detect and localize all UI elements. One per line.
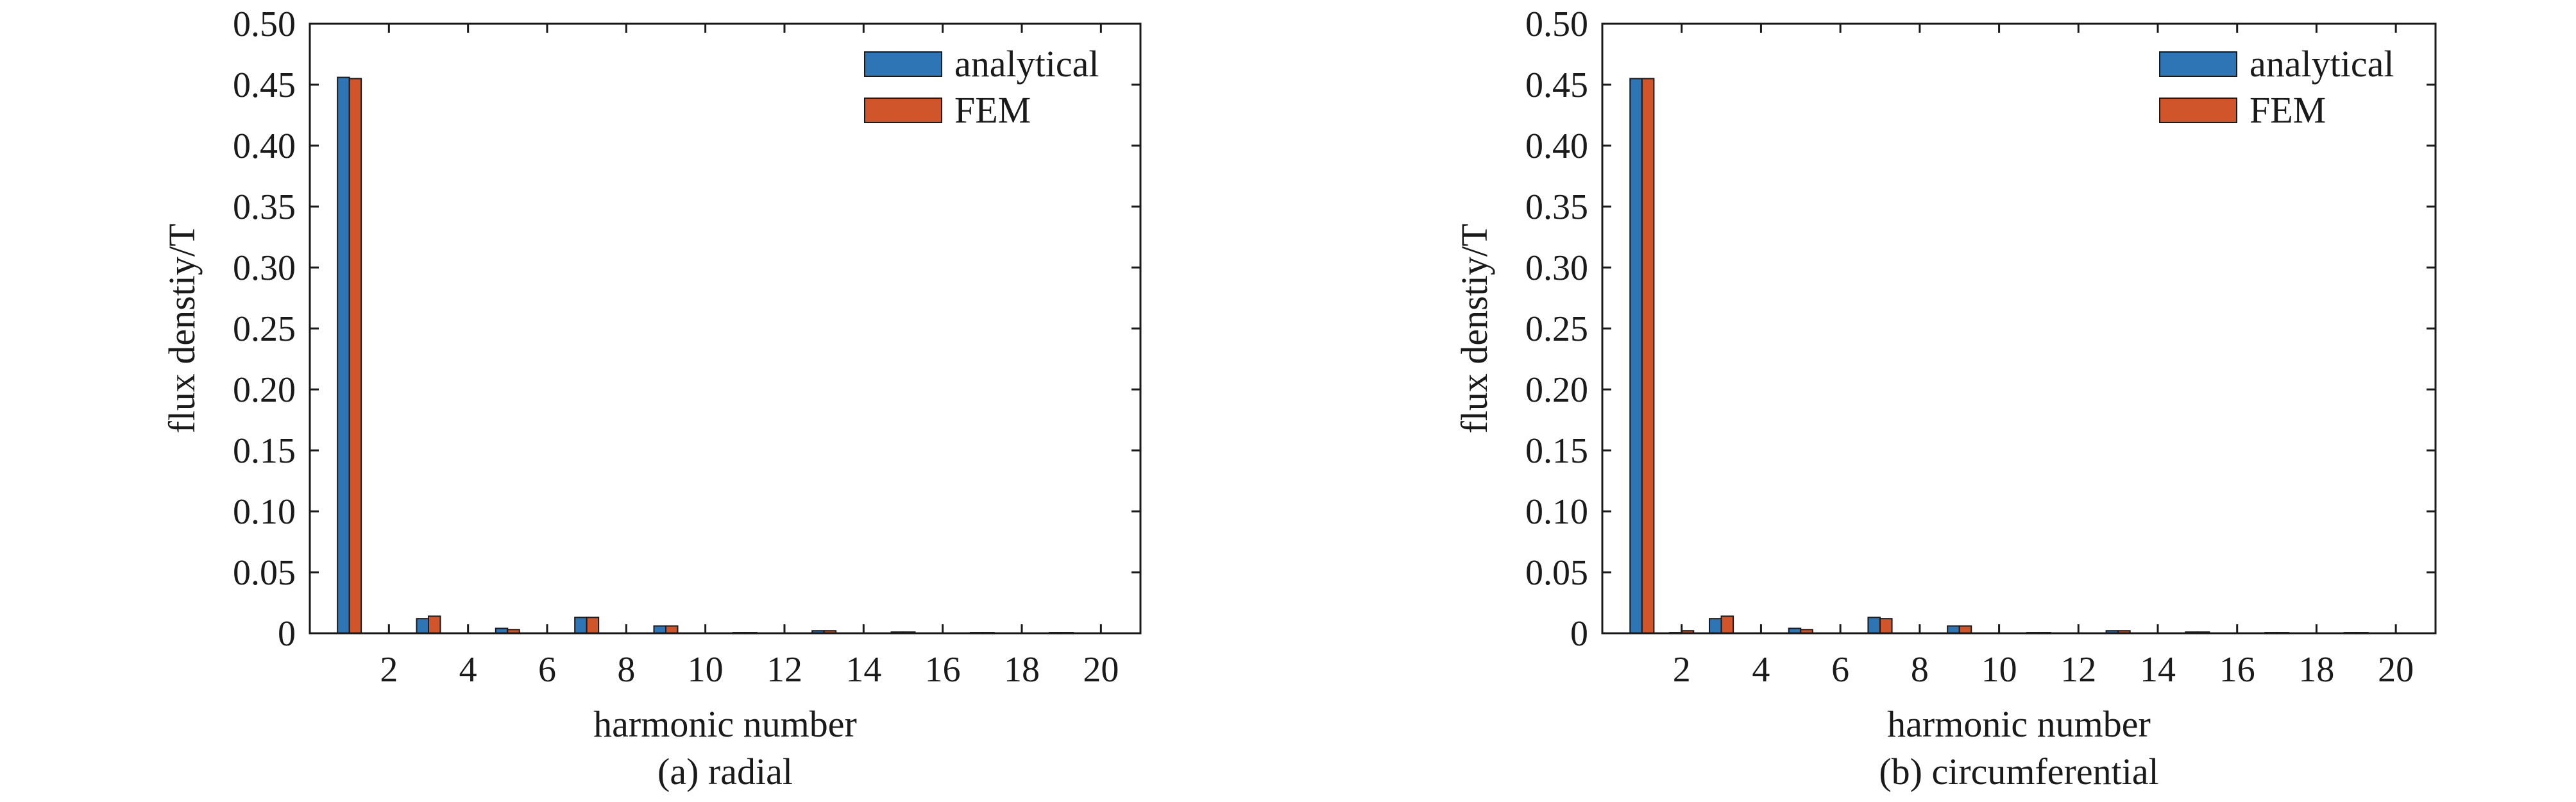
x-tick-label: 20 bbox=[2378, 650, 2414, 690]
y-axis-title: flux denstiy/T bbox=[1453, 223, 1495, 433]
y-tick-label: 0.20 bbox=[1525, 370, 1588, 410]
y-tick-label: 0.25 bbox=[233, 309, 296, 349]
x-tick-label: 6 bbox=[538, 650, 556, 690]
bar-analytical-h9 bbox=[1947, 625, 1960, 634]
x-tick-label: 2 bbox=[1673, 650, 1691, 690]
x-tick-label: 18 bbox=[2298, 650, 2334, 690]
legend-swatch-analytical bbox=[864, 51, 942, 77]
y-tick-label: 0.40 bbox=[233, 126, 296, 166]
y-axis: 0 0.05 0.10 0.15 0.20 0.25 0.30 0.35 0.40 0.45 0.5… bbox=[1525, 4, 2436, 654]
x-tick-label: 16 bbox=[925, 650, 961, 690]
x-tick-label: 8 bbox=[617, 650, 635, 690]
y-tick-label: 0.50 bbox=[1525, 4, 1588, 44]
bars bbox=[1629, 78, 2369, 635]
y-axis: 0 0.05 0.10 0.15 0.20 0.25 0.30 0.35 0.40 0.45 0.5… bbox=[233, 4, 1140, 654]
y-tick-label: 0.30 bbox=[1525, 248, 1588, 288]
x-tick-label: 4 bbox=[1752, 650, 1770, 690]
bar-fem-h7 bbox=[1879, 618, 1893, 635]
x-tick-label: 8 bbox=[1911, 650, 1929, 690]
chart-caption: (b) circumferential bbox=[1879, 751, 2158, 792]
legend-label-analytical: analytical bbox=[954, 43, 1099, 85]
y-tick-label: 0.35 bbox=[1525, 187, 1588, 227]
x-tick-label: 2 bbox=[380, 650, 398, 690]
y-tick-label: 0.45 bbox=[233, 65, 296, 105]
y-tick-label: 0 bbox=[1570, 614, 1588, 654]
y-tick-label: 0 bbox=[278, 614, 296, 654]
legend-label-fem: FEM bbox=[954, 89, 1031, 131]
x-axis-title: harmonic number bbox=[593, 703, 857, 745]
x-tick-label: 12 bbox=[767, 650, 802, 690]
x-tick-label: 10 bbox=[1981, 650, 2017, 690]
bar-analytical-h3 bbox=[1709, 618, 1722, 635]
y-tick-label: 0.30 bbox=[233, 248, 296, 288]
bar-fem-h3 bbox=[428, 615, 441, 635]
legend-swatch-fem bbox=[864, 98, 942, 123]
legend-label-analytical: analytical bbox=[2250, 43, 2394, 85]
bar-fem-h1 bbox=[348, 78, 362, 634]
bar-analytical-h3 bbox=[416, 618, 429, 635]
bar-analytical-h9 bbox=[653, 625, 666, 634]
y-tick-label: 0.05 bbox=[1525, 553, 1588, 593]
x-axis: 2 4 6 8 10 12 14 16 18 20 bbox=[380, 24, 1119, 690]
x-tick-label: 20 bbox=[1083, 650, 1119, 690]
y-tick-label: 0.45 bbox=[1525, 65, 1588, 105]
bar-analytical-h7 bbox=[1867, 617, 1881, 634]
bar-analytical-h1 bbox=[337, 76, 350, 635]
bar-analytical-h1 bbox=[1629, 78, 1643, 634]
y-tick-label: 0.10 bbox=[1525, 492, 1588, 532]
x-tick-label: 12 bbox=[2060, 650, 2096, 690]
y-axis-title: flux denstiy/T bbox=[161, 223, 203, 433]
bar-fem-h7 bbox=[586, 617, 600, 634]
x-tick-label: 16 bbox=[2219, 650, 2255, 690]
chart-panel-radial: 0 0.05 0.10 0.15 0.20 0.25 0.30 0.35 0.40 0.45 0.5… bbox=[161, 4, 1142, 792]
legend-swatch-fem bbox=[2159, 98, 2237, 123]
bar-fem-h1 bbox=[1641, 78, 1655, 634]
y-tick-label: 0.50 bbox=[233, 4, 296, 44]
legend-label-fem: FEM bbox=[2250, 89, 2326, 131]
x-tick-label: 4 bbox=[459, 650, 477, 690]
x-tick-label: 18 bbox=[1004, 650, 1040, 690]
bar-fem-h3 bbox=[1720, 615, 1734, 635]
x-axis-title: harmonic number bbox=[1887, 703, 2151, 745]
legend-swatch-analytical bbox=[2159, 51, 2237, 77]
bar-analytical-h7 bbox=[574, 617, 588, 634]
y-tick-label: 0.10 bbox=[233, 492, 296, 532]
bar-fem-h9 bbox=[1958, 625, 1972, 634]
bars bbox=[337, 76, 1074, 635]
y-tick-label: 0.25 bbox=[1525, 309, 1588, 349]
chart-panel-circumferential: 0 0.05 0.10 0.15 0.20 0.25 0.30 0.35 0.40 0.45 0.5… bbox=[1453, 4, 2437, 792]
y-tick-label: 0.35 bbox=[233, 187, 296, 227]
x-axis: 2 4 6 8 10 12 14 16 18 20 bbox=[1673, 24, 2414, 690]
x-tick-label: 6 bbox=[1831, 650, 1849, 690]
y-tick-label: 0.20 bbox=[233, 370, 296, 410]
x-tick-label: 14 bbox=[2140, 650, 2176, 690]
y-tick-label: 0.05 bbox=[233, 553, 296, 593]
x-tick-label: 10 bbox=[688, 650, 724, 690]
y-tick-label: 0.15 bbox=[1525, 431, 1588, 471]
x-tick-label: 14 bbox=[845, 650, 881, 690]
chart-caption: (a) radial bbox=[657, 751, 793, 792]
y-tick-label: 0.15 bbox=[233, 431, 296, 471]
y-tick-label: 0.40 bbox=[1525, 126, 1588, 166]
bar-fem-h9 bbox=[665, 625, 679, 634]
